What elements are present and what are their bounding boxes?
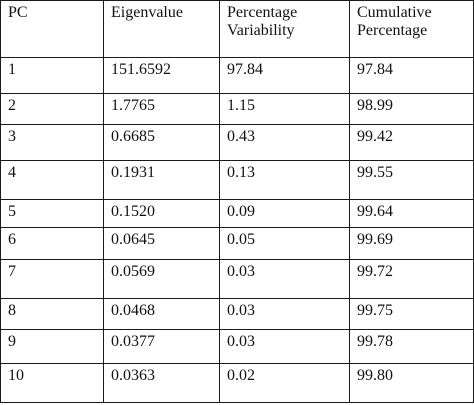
cell-pc: 1 [0,56,104,95]
cell-pc: 3 [0,124,104,161]
cell-eigenvalue: 0.0645 [103,226,220,260]
cell-eigenvalue: 0.0377 [103,329,220,364]
cell-percentage-variability: 1.15 [219,93,350,126]
cell-cumulative-percentage: 99.69 [349,226,474,260]
table-row: 4 0.1931 0.13 99.55 [0,159,474,200]
table-row: 10 0.0363 0.02 99.80 [0,362,474,404]
cell-percentage-variability: 0.05 [219,226,350,260]
cell-cumulative-percentage: 99.75 [349,298,474,331]
header-percentage-variability: Percentage Variability [219,0,350,58]
cell-pc: 8 [0,298,104,331]
cell-pc: 5 [0,198,104,228]
cell-pc: 9 [0,329,104,364]
cell-pc: 10 [0,362,104,404]
table-row: 8 0.0468 0.03 99.75 [0,298,474,331]
cell-cumulative-percentage: 98.99 [349,93,474,126]
cell-pc: 4 [0,159,104,200]
cell-eigenvalue: 0.6685 [103,124,220,161]
table-header-row: PC Eigenvalue Percentage Variability Cum… [0,0,474,58]
header-cumulative-percentage: Cumulative Percentage [349,0,474,58]
cell-cumulative-percentage: 97.84 [349,56,474,95]
cell-percentage-variability: 0.03 [219,298,350,331]
table-row: 3 0.6685 0.43 99.42 [0,124,474,161]
table-row: 5 0.1520 0.09 99.64 [0,198,474,228]
cell-cumulative-percentage: 99.64 [349,198,474,228]
cell-cumulative-percentage: 99.42 [349,124,474,161]
cell-percentage-variability: 0.09 [219,198,350,228]
cell-cumulative-percentage: 99.78 [349,329,474,364]
table-row: 9 0.0377 0.03 99.78 [0,329,474,364]
cell-eigenvalue: 151.6592 [103,56,220,95]
cell-eigenvalue: 0.0569 [103,258,220,300]
cell-percentage-variability: 0.03 [219,258,350,300]
cell-percentage-variability: 0.43 [219,124,350,161]
cell-eigenvalue: 0.0363 [103,362,220,404]
table-row: 7 0.0569 0.03 99.72 [0,258,474,300]
header-pc: PC [0,0,104,58]
cell-percentage-variability: 0.13 [219,159,350,200]
cell-eigenvalue: 1.7765 [103,93,220,126]
cell-eigenvalue: 0.1931 [103,159,220,200]
cell-pc: 2 [0,93,104,126]
cell-cumulative-percentage: 99.72 [349,258,474,300]
cell-pc: 7 [0,258,104,300]
cell-eigenvalue: 0.1520 [103,198,220,228]
cell-percentage-variability: 97.84 [219,56,350,95]
cell-eigenvalue: 0.0468 [103,298,220,331]
table-row: 6 0.0645 0.05 99.69 [0,226,474,260]
cell-percentage-variability: 0.03 [219,329,350,364]
table-row: 1 151.6592 97.84 97.84 [0,56,474,95]
cell-cumulative-percentage: 99.55 [349,159,474,200]
cell-pc: 6 [0,226,104,260]
header-eigenvalue: Eigenvalue [103,0,220,58]
cell-cumulative-percentage: 99.80 [349,362,474,404]
cell-percentage-variability: 0.02 [219,362,350,404]
table-row: 2 1.7765 1.15 98.99 [0,93,474,126]
